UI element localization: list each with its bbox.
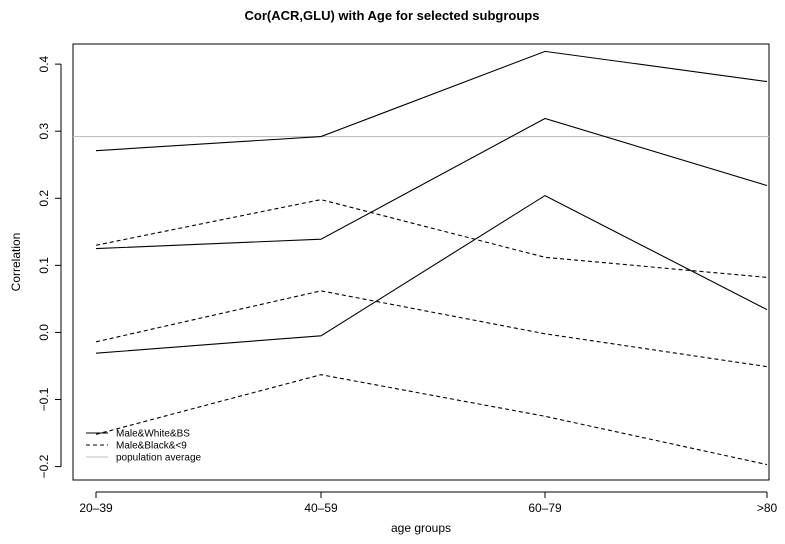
plot-frame xyxy=(72,43,770,481)
series-line-3 xyxy=(95,194,768,354)
y-tick-label: 0.1 xyxy=(37,257,51,274)
y-tick-label: 0.2 xyxy=(37,190,51,207)
series-line-4 xyxy=(95,199,768,278)
y-tick-label: 0.4 xyxy=(37,55,51,72)
series-line-6 xyxy=(95,374,768,466)
axes: 20–39 40–59 60–79 >80 −0.2 −0.1 0.0 0.1 0.2 0.3 0.… xyxy=(37,55,778,515)
legend-label: population average xyxy=(116,453,202,464)
series-line-5 xyxy=(95,290,768,368)
x-tick-label: 20–39 xyxy=(79,501,113,515)
y-tick-label: −0.1 xyxy=(37,387,51,411)
legend-label: Male&White&BS xyxy=(116,429,190,440)
y-tick-label: 0.3 xyxy=(37,123,51,140)
x-tick-label: >80 xyxy=(757,501,778,515)
chart-title: Cor(ACR,GLU) with Age for selected subgr… xyxy=(245,8,540,23)
series-line-2 xyxy=(95,117,768,250)
x-tick-label: 60–79 xyxy=(528,501,562,515)
y-tick-label: 0.0 xyxy=(37,324,51,341)
y-tick-label: −0.2 xyxy=(37,454,51,478)
legend-label: Male&Black&<9 xyxy=(116,441,187,452)
x-tick-label: 40–59 xyxy=(304,501,338,515)
y-axis-label: Correlation xyxy=(9,233,23,292)
series-layer xyxy=(95,50,768,466)
x-axis-label: age groups xyxy=(391,521,451,535)
series-line-1 xyxy=(95,50,768,152)
